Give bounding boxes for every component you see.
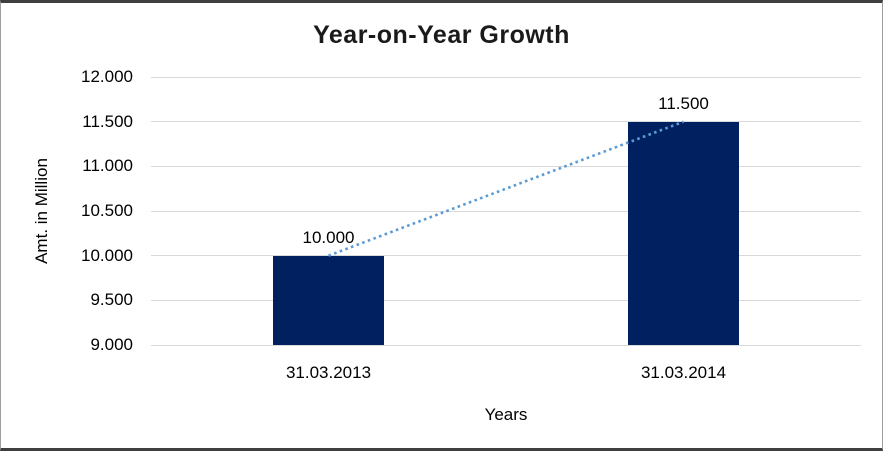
gridline	[151, 165, 861, 167]
bar-value-label: 11.500	[658, 93, 709, 113]
trendline	[328, 120, 684, 257]
bar	[628, 121, 739, 345]
chart-title: Year-on-Year Growth	[313, 21, 570, 49]
gridline	[151, 76, 861, 78]
gridline	[151, 344, 861, 346]
y-tick-label: 10.000	[81, 245, 133, 265]
bar	[273, 255, 384, 345]
x-axis-title: Years	[484, 405, 528, 424]
y-tick-label: 12.000	[81, 67, 133, 86]
y-tick-label: 11.000	[82, 156, 133, 176]
y-tick-label: 11.500	[82, 111, 133, 131]
gridline	[151, 255, 861, 257]
gridline	[151, 121, 861, 123]
category-label: 31.03.2013	[285, 363, 372, 382]
y-tick-label: 9.000	[90, 335, 133, 354]
bar-value-label: 10.000	[302, 227, 355, 247]
category-label: 31.03.2014	[640, 363, 727, 382]
y-tick-label: 9.500	[90, 290, 133, 310]
y-tick-label: 10.500	[81, 201, 133, 220]
gridline	[151, 299, 861, 301]
y-axis-title: Amt. in Million	[32, 158, 51, 264]
gridline	[151, 210, 861, 212]
